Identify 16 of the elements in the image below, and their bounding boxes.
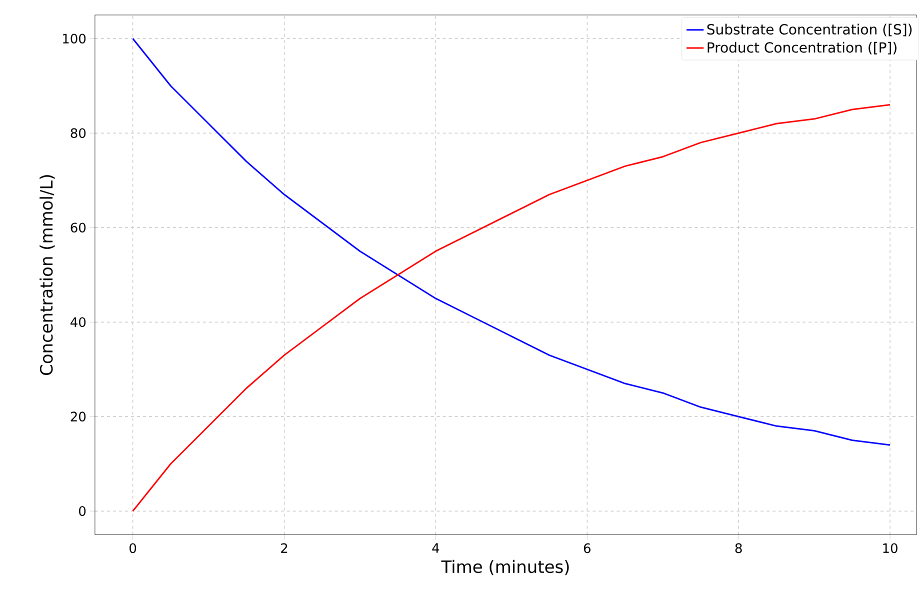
x-tick-label: 0 [130, 543, 136, 554]
y-tick-label: 80 [70, 128, 86, 138]
y-tick-label: 20 [70, 412, 86, 422]
x-tick-label: 4 [432, 543, 440, 553]
y-tick-label: 0 [79, 506, 86, 516]
x-tick-label: 6 [584, 543, 590, 554]
y-tick-label: 60 [70, 222, 86, 233]
y-tick-label: 100 [63, 34, 86, 44]
x-tick-label: 8 [735, 543, 742, 554]
legend-label: Substrate Concentration ([S]) [707, 24, 912, 36]
y-axis-title: Concentration (mmol/L) [40, 175, 55, 376]
x-tick-label: 2 [281, 543, 288, 554]
x-tick-label: 10 [883, 543, 898, 554]
legend-label: Product Concentration ([P]) [708, 42, 896, 55]
x-axis-title: Time (minutes) [441, 560, 569, 576]
y-tick-label: 40 [70, 317, 86, 328]
